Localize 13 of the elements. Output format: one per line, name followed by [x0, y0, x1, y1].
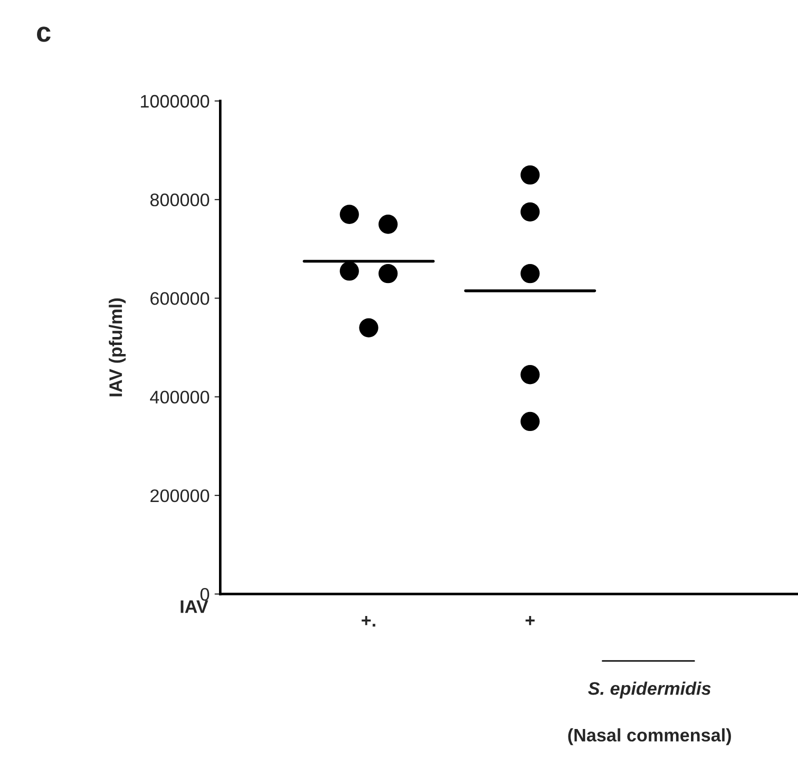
- x-tick-label: +: [526, 616, 535, 626]
- y-axis-title: IAV (pfu/ml): [108, 298, 126, 396]
- text: c: [36, 26, 51, 42]
- y-tick-label: 0: [200, 588, 210, 601]
- y-tick-label: 1000000: [140, 94, 210, 108]
- x-tick-label: +.: [362, 616, 376, 627]
- y-tick-label: 200000: [150, 489, 210, 502]
- text: S. epidermidis: [588, 682, 711, 698]
- text: IAV: [180, 600, 208, 613]
- y-tick-label: 800000: [150, 194, 210, 206]
- y-tick-label: 400000: [150, 390, 210, 404]
- y-tick-label: 600000: [150, 292, 210, 305]
- text: (Nasal commensal): [568, 728, 731, 746]
